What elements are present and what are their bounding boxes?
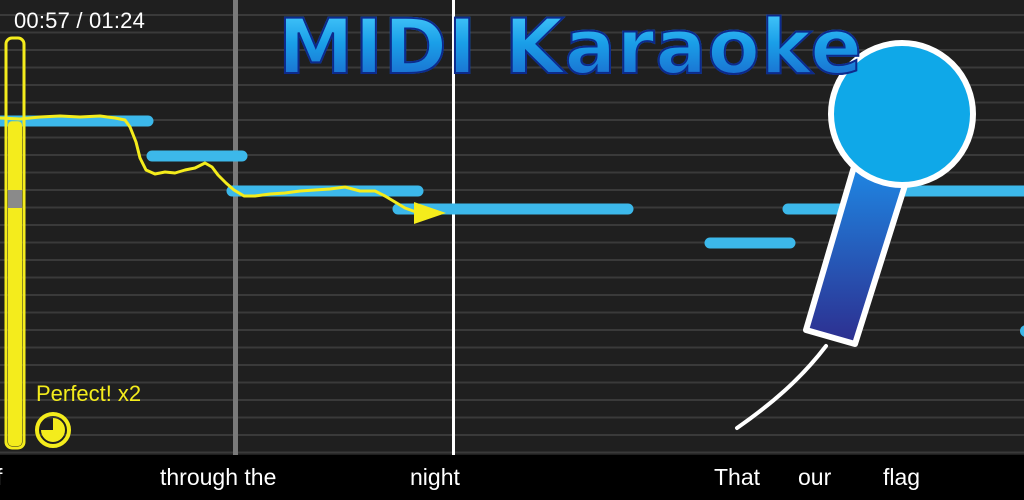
microphone-icon [735, 40, 976, 430]
progress-pie-icon [35, 412, 71, 448]
beat-line [233, 0, 238, 455]
lyric-word: That [714, 464, 761, 490]
volume-meter-fill [8, 121, 22, 446]
lyric-word: f [0, 464, 2, 491]
app-title: MIDI Karaoke [277, 2, 863, 91]
note-dot [1020, 325, 1024, 337]
play-position-arrow-icon [414, 202, 446, 224]
pitch-trace [0, 114, 418, 214]
lyric-word: night [410, 464, 460, 490]
lyric-word: through the [160, 464, 277, 490]
time-readout: 00:57 / 01:24 [14, 8, 146, 33]
rating-text: Perfect! x2 [36, 381, 142, 406]
lyric-word: flag [883, 464, 921, 490]
pitch-staff [0, 0, 1024, 455]
lyrics-bar: f through the night That our flag [0, 455, 1024, 500]
volume-meter [4, 36, 26, 450]
volume-meter-peak [8, 190, 22, 208]
volume-meter-frame [4, 36, 26, 450]
now-line [452, 0, 455, 455]
lyric-word: our [798, 464, 832, 490]
